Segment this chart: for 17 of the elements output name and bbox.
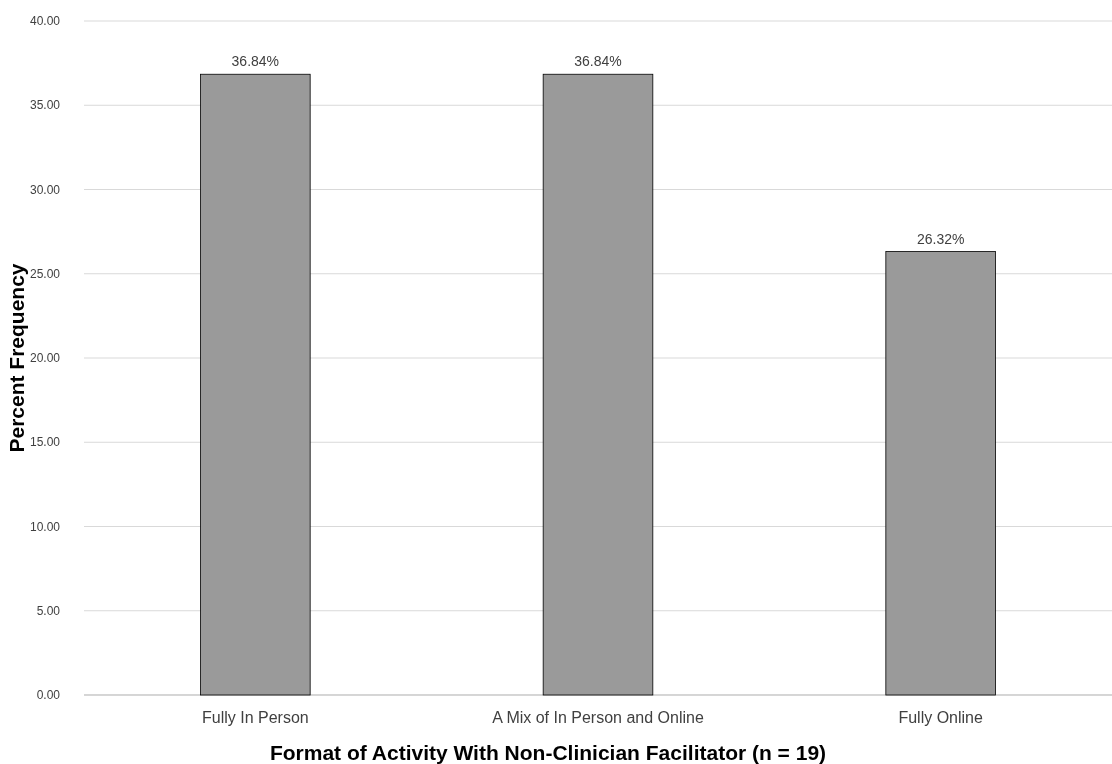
data-label: 26.32% xyxy=(916,230,965,247)
y-tick-label: 25.00 xyxy=(29,266,61,281)
y-tick-label: 40.00 xyxy=(29,14,61,29)
x-tick-label: Fully In Person xyxy=(201,709,309,726)
y-tick-label: 0.00 xyxy=(36,688,61,703)
x-tick-label: Fully Online xyxy=(898,709,983,726)
data-label: 36.84% xyxy=(574,53,622,70)
y-tick-label: 15.00 xyxy=(29,435,61,450)
data-label: 36.84% xyxy=(231,53,280,70)
y-tick-label: 35.00 xyxy=(29,98,61,113)
x-axis-title: Format of Activity With Non-Clinician Facilitator (n = 19) xyxy=(269,741,827,764)
x-tick-label: A Mix of In Person and Online xyxy=(492,709,704,726)
y-tick-label: 20.00 xyxy=(29,351,61,366)
y-tick-label: 5.00 xyxy=(36,603,61,618)
y-axis-title: Percent Frequency xyxy=(5,263,28,453)
y-tick-label: 10.00 xyxy=(29,519,61,534)
y-tick-label: 30.00 xyxy=(29,182,61,197)
